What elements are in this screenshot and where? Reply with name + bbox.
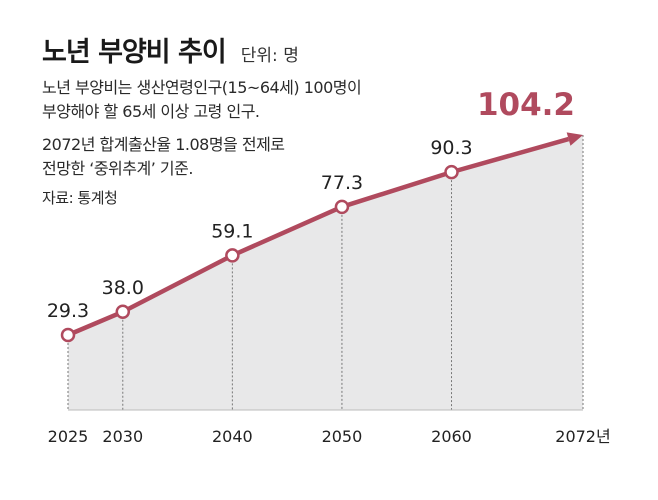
data-point-2050 — [334, 199, 350, 215]
x-tick-label-2040: 2040 — [212, 427, 253, 446]
x-tick-label-2060: 2060 — [431, 427, 472, 446]
data-label-2072년: 104.2 — [477, 87, 575, 123]
description-line-1: 노년 부양비는 생산연령인구(15~64세) 100명이 — [42, 78, 362, 97]
description-line-4: 전망한 ‘중위추계’ 기준. — [42, 159, 193, 178]
x-tick-label-2030: 2030 — [102, 427, 143, 446]
data-point-2030 — [115, 304, 131, 320]
data-point-2060 — [444, 164, 459, 180]
unit-label: 단위: 명 — [240, 46, 299, 66]
data-label-2030: 38.0 — [102, 277, 144, 299]
x-tick-label-2050: 2050 — [322, 427, 363, 446]
title-row: 노년 부양비 추이 단위: 명 — [42, 30, 299, 69]
description-line-2: 부양해야 할 65세 이상 고령 인구. — [42, 102, 260, 121]
data-label-2040: 59.1 — [211, 220, 253, 242]
x-tick-label-2025: 2025 — [48, 427, 89, 446]
series-line — [67, 136, 570, 338]
chart-title: 노년 부양비 추이 — [42, 37, 227, 68]
description-line-3: 2072년 합계출산율 1.08명을 전제로 — [42, 135, 285, 154]
x-tick-label-2072년: 2072년 — [555, 427, 610, 446]
data-label-2050: 77.3 — [321, 172, 363, 194]
data-label-2060: 90.3 — [430, 137, 472, 159]
data-point-2040 — [225, 248, 240, 263]
arrow-head — [566, 132, 583, 146]
source-note: 자료: 통계청 — [42, 189, 118, 207]
data-label-2025: 29.3 — [47, 300, 89, 322]
data-point-2025 — [60, 327, 76, 343]
area-fill — [68, 135, 583, 410]
